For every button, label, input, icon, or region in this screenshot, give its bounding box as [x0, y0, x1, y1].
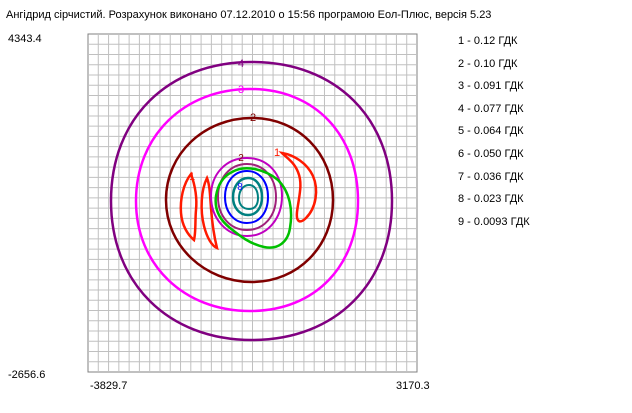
- contour-7: [214, 167, 293, 249]
- contour-9-core: [237, 183, 260, 211]
- legend-item-4: 4 - 0.077 ГДК: [458, 102, 524, 115]
- legend-item-1: 1 - 0.12 ГДК: [458, 35, 518, 47]
- contour-label-8: 8: [237, 182, 243, 193]
- contour-label-2b: 2: [238, 153, 244, 164]
- legend-item-2: 2 - 0.10 ГДК: [458, 57, 518, 70]
- contour-labels: 4 3 2 1 1 2 8: [189, 58, 280, 193]
- legend-item-7: 7 - 0.036 ГДК: [458, 170, 524, 183]
- legend-item-9: 9 - 0.0093 ГДК: [458, 215, 530, 228]
- y-min-label: -2656.6: [8, 369, 46, 381]
- contour-5: [209, 156, 284, 238]
- contour-2: [164, 116, 335, 284]
- legend-item-6: 6 - 0.050 ГДК: [458, 147, 524, 160]
- contour-label-4: 4: [238, 58, 244, 70]
- contours: [109, 60, 394, 342]
- contour-9: [231, 176, 264, 217]
- legend: 1 - 0.12 ГДК 2 - 0.10 ГДК 3 - 0.091 ГДК …: [458, 34, 530, 237]
- contour-label-1a: 1: [189, 171, 195, 183]
- legend-item-5: 5 - 0.064 ГДК: [458, 125, 524, 138]
- contour-label-1b: 1: [274, 147, 280, 159]
- contour-1-right: [278, 151, 318, 223]
- grid: [87, 33, 418, 373]
- y-max-label: 4343.4: [8, 33, 42, 45]
- x-max-label: 3170.3: [396, 380, 430, 392]
- x-min-label: -3829.7: [90, 380, 128, 392]
- contour-4: [109, 60, 394, 342]
- chart-title: Ангідрид сірчистий. Розрахунок виконано …: [6, 9, 492, 21]
- contour-label-2: 2: [250, 112, 256, 124]
- legend-item-3: 3 - 0.091 ГДК: [458, 80, 524, 93]
- contour-8: [223, 169, 270, 225]
- contour-label-3: 3: [238, 84, 244, 96]
- contour-3: [134, 87, 360, 313]
- legend-item-8: 8 - 0.023 ГДК: [458, 193, 524, 206]
